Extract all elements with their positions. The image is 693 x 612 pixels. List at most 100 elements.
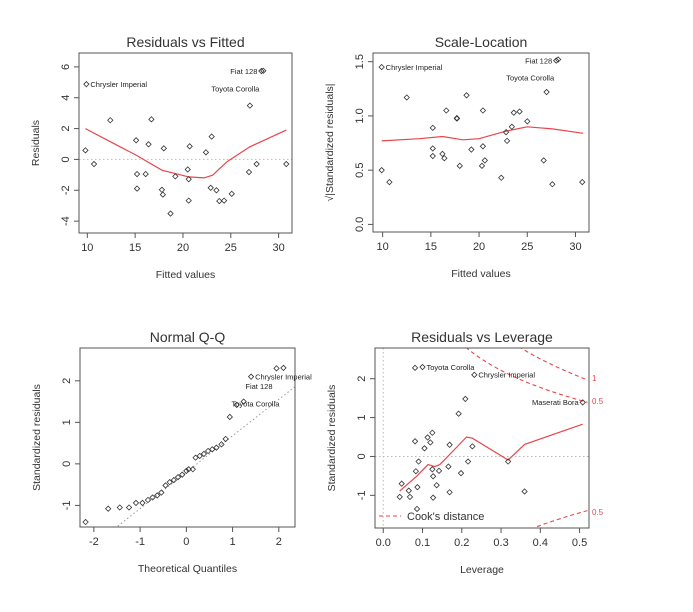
data-point	[508, 123, 516, 130]
data-point	[213, 187, 220, 194]
data-point	[167, 210, 174, 217]
data-point	[160, 145, 168, 152]
data-point	[207, 184, 214, 191]
data-point	[457, 470, 465, 477]
x-tick-label: -1	[135, 536, 145, 548]
data-point	[469, 443, 476, 450]
point-label: Maserati Bora	[532, 398, 580, 407]
data-point	[413, 505, 421, 513]
data-point	[200, 450, 208, 458]
data-point	[226, 413, 233, 421]
data-point	[446, 441, 453, 448]
y-tick-label: -2	[60, 185, 72, 195]
labeled-data-point	[471, 371, 478, 378]
x-tick-label: 0.3	[493, 537, 508, 549]
data-point	[283, 160, 290, 168]
y-axis-label: Residuals	[30, 120, 42, 166]
data-point	[456, 162, 463, 169]
data-point	[105, 505, 112, 512]
x-tick-label: 2	[276, 536, 282, 548]
data-point	[462, 395, 469, 403]
labeled-data-point	[247, 373, 255, 380]
data-point	[174, 473, 182, 481]
data-point	[479, 107, 487, 114]
x-axis-label: Fitted values	[451, 268, 511, 280]
plot-frame	[78, 52, 293, 234]
data-point	[139, 499, 146, 507]
data-point	[208, 133, 215, 140]
plot-frame	[79, 347, 296, 528]
labeled-data-point	[258, 67, 265, 75]
point-label: Fiat 128	[230, 67, 257, 76]
cooks-distance-contour	[519, 348, 588, 381]
data-point	[455, 410, 462, 417]
data-point	[185, 466, 192, 473]
data-point	[429, 494, 437, 501]
x-tick-label: 30	[272, 242, 284, 254]
x-tick-label: 20	[177, 242, 189, 254]
cooks-distance-contour	[532, 510, 588, 528]
labeled-data-point	[553, 57, 560, 64]
data-point	[133, 185, 141, 192]
data-point	[504, 458, 512, 465]
data-point	[184, 166, 191, 173]
point-label: Fiat 128	[525, 56, 552, 65]
data-point	[170, 476, 178, 484]
data-point	[133, 170, 141, 178]
data-point	[125, 504, 133, 511]
data-point	[228, 190, 235, 197]
data-point	[162, 482, 169, 489]
data-point	[213, 444, 220, 451]
data-point	[429, 473, 437, 480]
point-label: Fiat 128	[245, 382, 272, 391]
data-point	[82, 147, 89, 154]
x-axis-label: Fitted values	[156, 269, 216, 281]
cooks-contour-label: 1	[592, 374, 597, 383]
data-point	[503, 137, 511, 145]
point-label: Chrysler Imperial	[478, 371, 535, 380]
y-tick-label: 1	[356, 415, 368, 421]
smoother-line	[399, 423, 583, 492]
x-tick-label: 15	[425, 241, 437, 253]
data-point	[209, 446, 216, 453]
data-point	[433, 482, 440, 489]
data-point	[463, 92, 470, 99]
data-point	[154, 492, 161, 499]
data-point	[414, 484, 421, 491]
data-point	[183, 467, 190, 475]
labeled-data-point	[579, 399, 586, 406]
data-point	[158, 489, 165, 496]
data-point	[464, 458, 472, 465]
data-point	[185, 197, 192, 204]
data-point	[481, 157, 489, 164]
data-point	[446, 489, 453, 496]
data-point	[439, 150, 446, 158]
labeled-data-point	[83, 80, 90, 88]
data-point	[540, 157, 547, 164]
data-point	[441, 155, 448, 162]
data-point	[502, 129, 510, 136]
data-point	[421, 445, 428, 452]
y-axis-label: Standardized residuals	[326, 385, 338, 492]
data-point	[166, 478, 173, 486]
x-axis-label: Theoretical Quantiles	[138, 563, 237, 575]
data-point	[406, 493, 414, 501]
cooks-distance-contour	[465, 348, 588, 403]
data-point	[378, 166, 385, 174]
cooks-contour-label: 0.5	[592, 397, 604, 406]
data-point	[145, 141, 152, 148]
y-tick-label: 2	[356, 376, 368, 382]
chart-title: Residuals vs Fitted	[126, 34, 244, 50]
y-tick-label: 0.5	[354, 163, 366, 178]
data-point	[186, 143, 193, 150]
data-point	[116, 504, 123, 511]
data-point	[521, 488, 528, 495]
plot-area	[378, 88, 586, 188]
data-point	[424, 434, 431, 441]
data-point	[245, 168, 253, 176]
data-point	[478, 162, 486, 169]
point-label: Toyota Corolla	[427, 363, 476, 372]
